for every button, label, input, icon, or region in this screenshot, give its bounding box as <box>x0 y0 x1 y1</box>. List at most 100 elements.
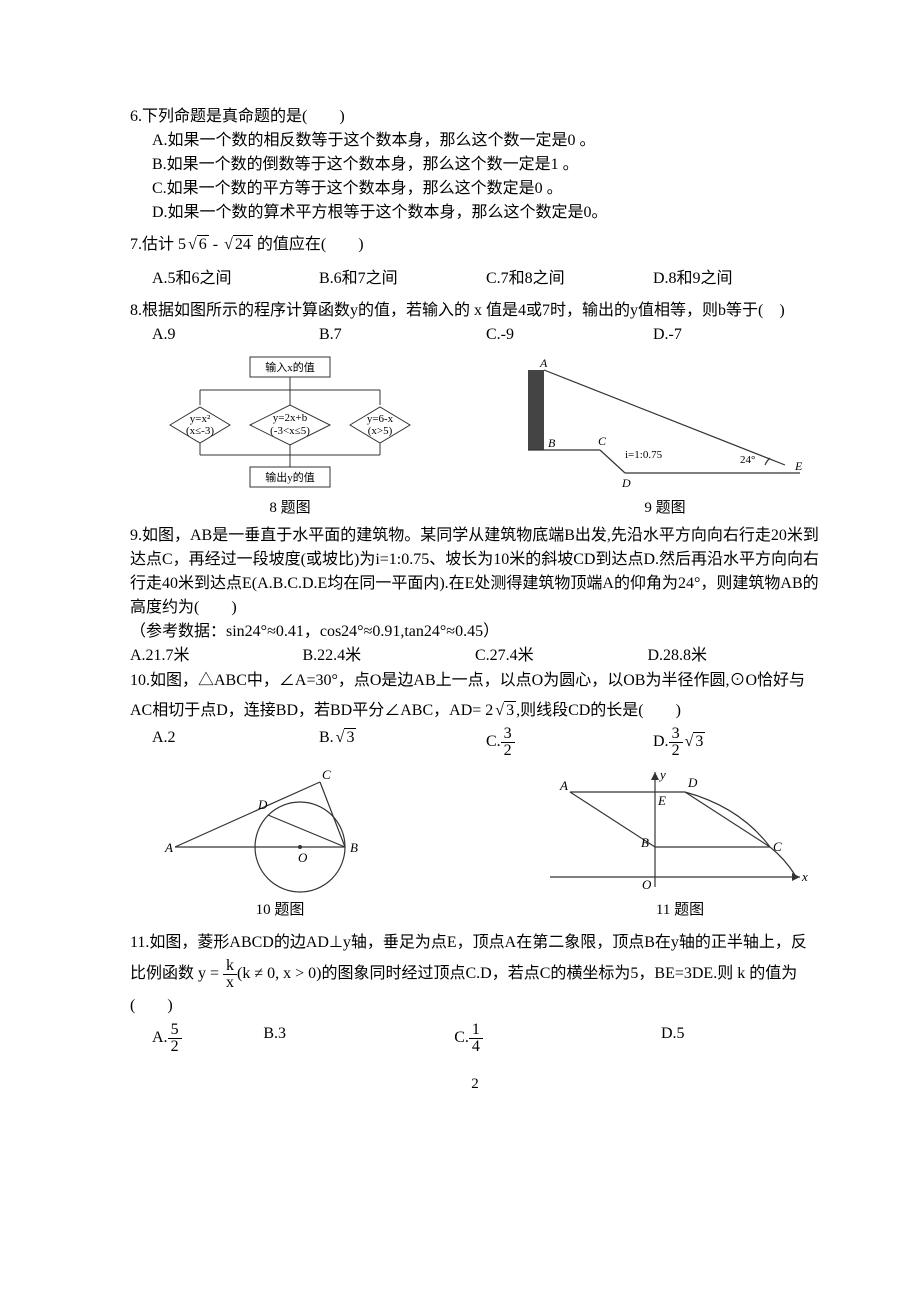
question-9: 9.如图，AB是一垂直于水平面的建筑物。某同学从建筑物底端B出发,先沿水平方向向… <box>130 524 820 668</box>
q11-a-n: 5 <box>168 1022 182 1039</box>
q10-d-n: 3 <box>669 726 683 743</box>
fraction-icon: 32 <box>669 726 683 759</box>
q8-stem: 8.根据如图所示的程序计算函数y的值，若输入的 x 值是4或7时，输出的y值相等… <box>130 299 820 323</box>
fig9-angle: 24° <box>740 454 755 466</box>
fig9-B: B <box>548 436 556 450</box>
q7-stem-a: 7.估计 5 <box>130 236 186 253</box>
q6-stem: 6.下列命题是真命题的是( ) <box>130 105 820 129</box>
question-7: 7.估计 56 - 24 的值应在( ) A.5和6之间 B.6和7之间 C.7… <box>130 233 820 291</box>
fig10-B: B <box>350 840 358 855</box>
fraction-icon: kx <box>223 958 237 991</box>
q10-c-pre: C. <box>486 733 501 750</box>
q7-stem: 7.估计 56 - 24 的值应在( ) <box>130 233 820 257</box>
fraction-icon: 32 <box>501 726 515 759</box>
figure-row-8-9: 输入x的值 y=x² (x≤-3) y=2x+b (-3<x≤5) y=6-x … <box>130 355 820 520</box>
q7-stem-b: - <box>209 236 222 253</box>
q10-opt-c: C.32 <box>486 726 653 759</box>
q10-opt-d: D.323 <box>653 726 820 759</box>
fig8-right-c: (x>5) <box>368 425 393 437</box>
q7-opt-c: C.7和8之间 <box>486 267 653 291</box>
flowchart-icon: 输入x的值 y=x² (x≤-3) y=2x+b (-3<x≤5) y=6-x … <box>150 355 430 495</box>
q11-a-pre: A. <box>152 1029 168 1046</box>
q8-opt-c: C.-9 <box>486 323 653 347</box>
circle-triangle-icon: A B C D O <box>160 767 400 897</box>
fig11-O: O <box>642 877 652 892</box>
q6-opt-b: B.如果一个数的倒数等于这个数本身，那么这个数一定是1 。 <box>152 153 820 177</box>
slope-diagram-icon: A B C D E i=1:0.75 24° <box>510 355 820 495</box>
question-10: 10.如图，△ABC中，∠A=30°，点O是边AB上一点，以点O为圆心，以OB为… <box>130 666 820 760</box>
q10-c-n: 3 <box>501 726 515 743</box>
sqrt-icon: 6 <box>186 233 209 257</box>
q6-opt-c: C.如果一个数的平方等于这个数本身，那么这个数定是0 。 <box>152 177 820 201</box>
question-11: 11.如图，菱形ABCD的边AD⊥y轴，垂足为点E，顶点A在第二象限，顶点B在y… <box>130 928 820 1055</box>
fig11-C: C <box>773 839 782 854</box>
fig8-mid-c: (-3<x≤5) <box>270 425 310 437</box>
fig11-caption: 11 题图 <box>540 899 820 922</box>
q9-opt-c: C.27.4米 <box>475 644 648 668</box>
figure-row-10-11: A B C D O 10 题图 <box>130 767 820 922</box>
q10-stem: 10.如图，△ABC中，∠A=30°，点O是边AB上一点，以点O为圆心，以OB为… <box>130 666 820 727</box>
q7-opt-d: D.8和9之间 <box>653 267 820 291</box>
q10-d-d: 2 <box>669 743 683 759</box>
fig10-C: C <box>322 767 331 782</box>
sqrt-icon: 3 <box>683 730 706 754</box>
fig9-A: A <box>539 356 548 370</box>
q7-opt-a: A.5和6之间 <box>152 267 319 291</box>
q8-opt-d: D.-7 <box>653 323 820 347</box>
q11-frac-n: k <box>223 958 237 975</box>
q11-opt-a: A.52 <box>152 1022 263 1055</box>
q11-stem: 11.如图，菱形ABCD的边AD⊥y轴，垂足为点E，顶点A在第二象限，顶点B在y… <box>130 928 820 1022</box>
figure-10: A B C D O 10 题图 <box>160 767 400 922</box>
q10-stem-b: ,则线段CD的长是( ) <box>516 702 681 719</box>
q7-stem-c: 的值应在( ) <box>253 236 364 253</box>
q11-c-pre: C. <box>454 1029 469 1046</box>
fig8-left-f: y=x² <box>190 413 211 425</box>
fig10-caption: 10 题图 <box>160 899 400 922</box>
q9-stem: 9.如图，AB是一垂直于水平面的建筑物。某同学从建筑物底端B出发,先沿水平方向向… <box>130 524 820 620</box>
q8-opt-a: A.9 <box>152 323 319 347</box>
fig11-x: x <box>801 869 808 884</box>
fig8-right-f: y=6-x <box>367 413 394 425</box>
q10-sqrt1: 3 <box>504 701 516 719</box>
fig10-O: O <box>298 850 308 865</box>
sqrt-icon: 3 <box>493 696 516 726</box>
fig11-E: E <box>657 793 666 808</box>
q11-frac-d: x <box>223 975 237 991</box>
q10-d-sqrt: 3 <box>693 732 705 750</box>
q10-b-sqrt: 3 <box>344 728 356 746</box>
q9-ref: （参考数据：sin24°≈0.41，cos24°≈0.91,tan24°≈0.4… <box>130 620 820 644</box>
page-number: 2 <box>130 1073 820 1096</box>
q11-opt-b: B.3 <box>263 1022 454 1055</box>
q6-opt-d: D.如果一个数的算术平方根等于这个数本身，那么这个数定是0。 <box>152 201 820 225</box>
question-8: 8.根据如图所示的程序计算函数y的值，若输入的 x 值是4或7时，输出的y值相等… <box>130 299 820 347</box>
sqrt-icon: 24 <box>222 233 253 257</box>
q10-c-d: 2 <box>501 743 515 759</box>
q11-opt-c: C.14 <box>454 1022 661 1055</box>
fig11-A: A <box>559 778 568 793</box>
fig11-y: y <box>658 767 666 782</box>
q10-stem-a: 10.如图，△ABC中，∠A=30°，点O是边AB上一点，以点O为圆心，以OB为… <box>130 672 805 719</box>
fig9-D: D <box>621 476 631 490</box>
fraction-icon: 14 <box>469 1022 483 1055</box>
fraction-icon: 52 <box>168 1022 182 1055</box>
fig11-B: B <box>641 835 649 850</box>
question-6: 6.下列命题是真命题的是( ) A.如果一个数的相反数等于这个数本身，那么这个数… <box>130 105 820 225</box>
fig8-bottom: 输出y的值 <box>265 470 315 484</box>
figure-9: A B C D E i=1:0.75 24° 9 题图 <box>510 355 820 520</box>
fig8-top: 输入x的值 <box>265 360 315 374</box>
q9-opt-d: D.28.8米 <box>648 644 821 668</box>
q9-opt-b: B.22.4米 <box>303 644 476 668</box>
q11-c-n: 1 <box>469 1022 483 1039</box>
coord-rhombus-icon: A B C D E O x y <box>540 767 820 897</box>
q7-opt-b: B.6和7之间 <box>319 267 486 291</box>
q10-opt-a: A.2 <box>152 726 319 759</box>
fig9-E: E <box>794 459 803 473</box>
figure-8: 输入x的值 y=x² (x≤-3) y=2x+b (-3<x≤5) y=6-x … <box>150 355 430 520</box>
q10-opt-b: B.3 <box>319 726 486 759</box>
page: 6.下列命题是真命题的是( ) A.如果一个数的相反数等于这个数本身，那么这个数… <box>0 0 920 1125</box>
q11-c-d: 4 <box>469 1039 483 1055</box>
fig8-mid-f: y=2x+b <box>273 412 308 424</box>
figure-11: A B C D E O x y 11 题图 <box>540 767 820 922</box>
fig10-A: A <box>164 840 173 855</box>
q8-opt-b: B.7 <box>319 323 486 347</box>
